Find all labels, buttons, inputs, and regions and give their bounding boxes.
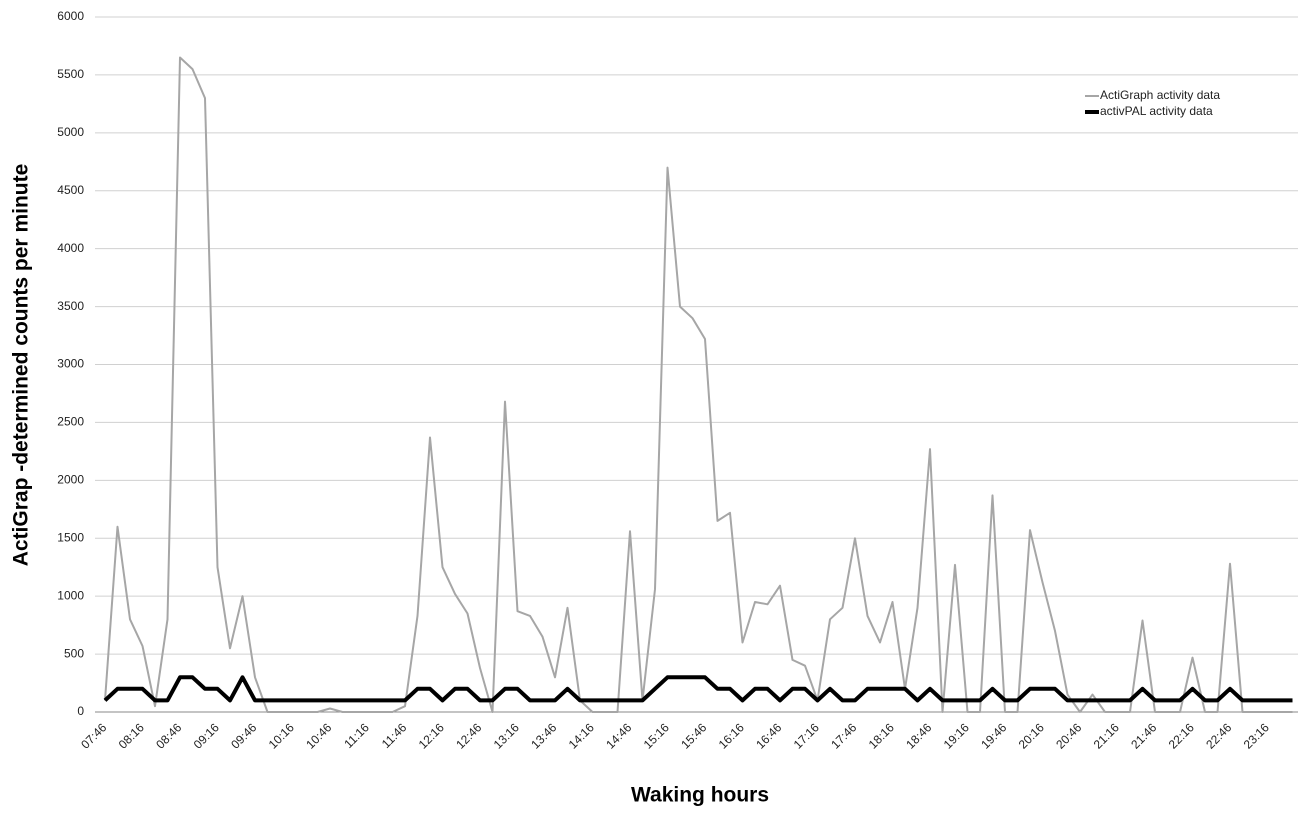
x-tick-label: 10:46 — [303, 720, 334, 751]
x-tick-label: 10:16 — [266, 720, 297, 751]
x-tick-label: 16:16 — [716, 720, 747, 751]
y-tick-label: 1000 — [57, 588, 84, 602]
x-tick-label: 22:16 — [1166, 720, 1197, 751]
x-tick-label: 16:46 — [753, 720, 784, 751]
y-tick-label: 6000 — [57, 9, 84, 23]
x-tick-label: 11:16 — [341, 720, 372, 751]
x-tick-label: 18:16 — [866, 720, 897, 751]
y-tick-label: 4000 — [57, 241, 84, 255]
x-tick-label: 21:46 — [1128, 720, 1159, 751]
x-tick-label: 08:16 — [116, 720, 147, 751]
x-tick-label: 12:16 — [416, 720, 447, 751]
y-tick-label: 500 — [64, 646, 84, 660]
x-tick-label: 08:46 — [153, 720, 184, 751]
y-tick-label: 3500 — [57, 299, 84, 313]
y-tick-label: 5000 — [57, 125, 84, 139]
x-tick-label: 12:46 — [453, 720, 484, 751]
x-tick-label: 07:46 — [78, 720, 109, 751]
y-tick-label: 1500 — [57, 530, 84, 544]
x-axis-title: Waking hours — [631, 784, 769, 807]
x-tick-label: 13:46 — [528, 720, 559, 751]
x-tick-label: 19:16 — [941, 720, 972, 751]
legend-label: ActiGraph activity data — [1100, 88, 1220, 102]
y-tick-label: 2500 — [57, 415, 84, 429]
x-tick-label: 14:46 — [603, 720, 634, 751]
x-tick-label: 17:16 — [791, 720, 822, 751]
y-tick-label: 3000 — [57, 357, 84, 371]
data-line — [104, 56, 1293, 713]
x-tick-label: 17:46 — [828, 720, 859, 751]
y-tick-label: 4500 — [57, 183, 84, 197]
x-tick-label: 11:46 — [379, 720, 410, 751]
y-tick-label: 5500 — [57, 67, 84, 81]
x-tick-label: 09:46 — [228, 720, 259, 751]
x-tick-label: 15:46 — [678, 720, 709, 751]
x-tick-label: 21:16 — [1091, 720, 1122, 751]
y-tick-label: 0 — [77, 704, 84, 718]
x-tick-label: 22:46 — [1203, 720, 1234, 751]
legend-label: activPAL activity data — [1100, 104, 1213, 118]
x-tick-label: 14:16 — [566, 720, 597, 751]
y-tick-label: 2000 — [57, 473, 84, 487]
x-tick-label: 09:16 — [191, 720, 222, 751]
x-tick-label: 13:16 — [491, 720, 522, 751]
x-tick-label: 23:16 — [1241, 720, 1272, 751]
data-line — [103, 675, 1293, 703]
x-tick-label: 15:16 — [641, 720, 672, 751]
x-tick-label: 20:46 — [1053, 720, 1084, 751]
x-tick-label: 18:46 — [903, 720, 934, 751]
x-tick-label: 20:16 — [1016, 720, 1047, 751]
x-tick-label: 19:46 — [978, 720, 1009, 751]
y-axis-title: ActiGrap -determined counts per minute — [10, 164, 33, 567]
